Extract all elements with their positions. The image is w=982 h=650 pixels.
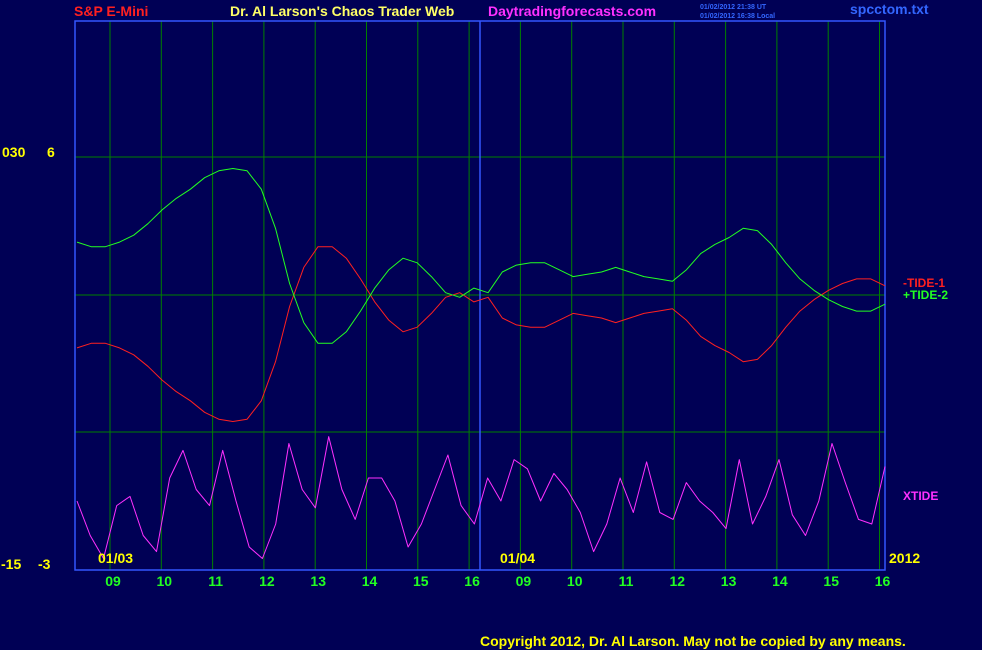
site-link[interactable]: Daytradingforecasts.com <box>488 3 656 19</box>
series-layer <box>76 168 886 559</box>
date-label-day2: 01/04 <box>500 550 535 566</box>
xtide-line <box>76 436 886 559</box>
x-tick-label: 14 <box>362 573 378 589</box>
data-file-name: spcctom.txt <box>850 1 929 17</box>
y-label-lower-right: -3 <box>38 556 51 572</box>
tide1-line <box>76 246 886 422</box>
series-label-tide2: +TIDE-2 <box>903 288 948 302</box>
x-tick-label: 11 <box>619 573 634 589</box>
tide2-line <box>76 168 886 344</box>
x-tick-label: 13 <box>721 573 737 589</box>
x-tick-label: 11 <box>208 573 223 589</box>
copyright-notice: Copyright 2012, Dr. Al Larson. May not b… <box>480 633 906 649</box>
x-tick-label: 12 <box>259 573 275 589</box>
x-tick-labels: 09 10 11 12 13 14 15 16 09 10 11 12 13 14 15 16 <box>105 573 890 589</box>
x-tick-label: 16 <box>464 573 480 589</box>
symbol-title: S&P E-Mini <box>74 3 148 19</box>
x-tick-label: 13 <box>310 573 326 589</box>
x-tick-label: 09 <box>105 573 121 589</box>
x-tick-label: 09 <box>516 573 532 589</box>
x-tick-label: 10 <box>567 573 583 589</box>
timestamp-ut: 01/02/2012 21:38 UT <box>700 4 767 11</box>
year-label: 2012 <box>889 550 920 566</box>
timestamp-local: 01/02/2012 16:38 Local <box>700 13 775 20</box>
y-label-upper-left: 030 <box>2 144 26 160</box>
y-label-upper-right: 6 <box>47 144 55 160</box>
x-tick-label: 10 <box>157 573 173 589</box>
x-tick-label: 15 <box>823 573 839 589</box>
series-label-tide1: -TIDE-1 <box>903 276 945 290</box>
x-tick-label: 16 <box>875 573 891 589</box>
x-tick-label: 14 <box>772 573 788 589</box>
date-label-day1: 01/03 <box>98 550 133 566</box>
y-label-lower-left: -15 <box>1 556 21 572</box>
chart-title: Dr. Al Larson's Chaos Trader Web <box>230 3 454 19</box>
x-tick-label: 15 <box>413 573 429 589</box>
x-tick-label: 12 <box>670 573 686 589</box>
series-label-xtide: XTIDE <box>903 489 938 503</box>
